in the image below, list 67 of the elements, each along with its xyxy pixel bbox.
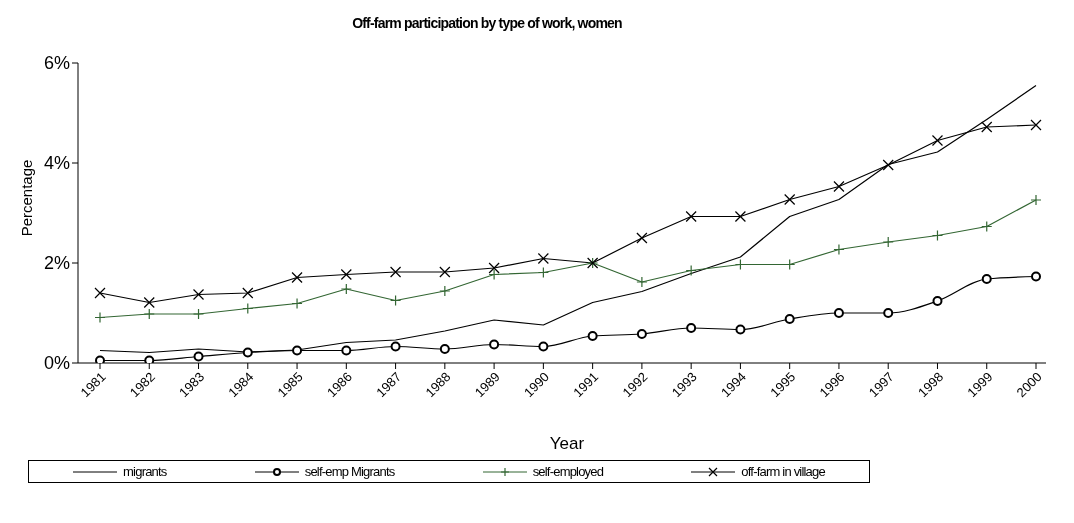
point bbox=[291, 297, 303, 310]
point bbox=[193, 351, 204, 362]
point bbox=[735, 324, 746, 335]
point bbox=[685, 264, 697, 277]
point bbox=[538, 341, 549, 352]
point bbox=[931, 229, 944, 242]
point bbox=[292, 345, 303, 356]
point bbox=[833, 180, 845, 193]
point bbox=[883, 308, 894, 318]
point bbox=[833, 308, 844, 318]
point bbox=[833, 243, 845, 256]
point bbox=[1030, 194, 1042, 206]
point bbox=[932, 296, 943, 306]
chart-title: Off-farm participation by type of work, women bbox=[351, 14, 623, 33]
point bbox=[94, 287, 106, 299]
y-tick-label: 6% bbox=[43, 53, 70, 74]
point bbox=[439, 266, 451, 278]
point bbox=[981, 220, 993, 233]
point bbox=[1031, 271, 1041, 282]
point bbox=[389, 294, 402, 307]
point bbox=[291, 271, 303, 284]
point bbox=[95, 355, 105, 363]
point bbox=[389, 266, 402, 278]
point bbox=[1030, 119, 1042, 131]
point bbox=[439, 344, 450, 354]
point bbox=[931, 134, 944, 147]
point bbox=[489, 339, 500, 350]
point bbox=[340, 283, 352, 295]
point bbox=[784, 314, 795, 324]
y-axis-title: Percentage bbox=[17, 159, 35, 237]
y-tick-label: 0% bbox=[43, 353, 70, 374]
legend-label: migrants bbox=[123, 464, 167, 479]
point bbox=[242, 287, 254, 299]
y-tick-label: 4% bbox=[43, 153, 70, 174]
point bbox=[734, 210, 747, 223]
point bbox=[587, 331, 598, 341]
point bbox=[685, 210, 697, 223]
point bbox=[537, 266, 549, 279]
point bbox=[537, 252, 549, 265]
point bbox=[636, 329, 647, 339]
point bbox=[636, 276, 648, 288]
point bbox=[94, 311, 106, 324]
y-tick-label: 2% bbox=[43, 253, 70, 274]
point bbox=[341, 345, 352, 356]
point bbox=[981, 121, 993, 133]
point bbox=[882, 159, 894, 171]
x-axis-title: Year bbox=[548, 434, 586, 454]
point bbox=[390, 341, 401, 352]
point bbox=[636, 232, 648, 244]
point bbox=[144, 355, 155, 363]
point bbox=[882, 236, 894, 248]
point bbox=[192, 288, 205, 301]
legend-label: self-employed bbox=[532, 464, 604, 479]
point bbox=[340, 268, 352, 281]
point bbox=[488, 262, 500, 274]
point bbox=[439, 285, 451, 297]
point bbox=[686, 323, 697, 333]
point bbox=[242, 302, 254, 315]
legend-label: self-emp Migrants bbox=[304, 464, 395, 479]
point bbox=[488, 268, 500, 281]
legend-label: off-farm in village bbox=[741, 464, 825, 479]
point bbox=[242, 347, 253, 358]
point bbox=[143, 308, 155, 320]
point bbox=[784, 193, 796, 206]
point bbox=[143, 296, 155, 309]
point bbox=[192, 308, 205, 320]
point bbox=[981, 274, 992, 284]
